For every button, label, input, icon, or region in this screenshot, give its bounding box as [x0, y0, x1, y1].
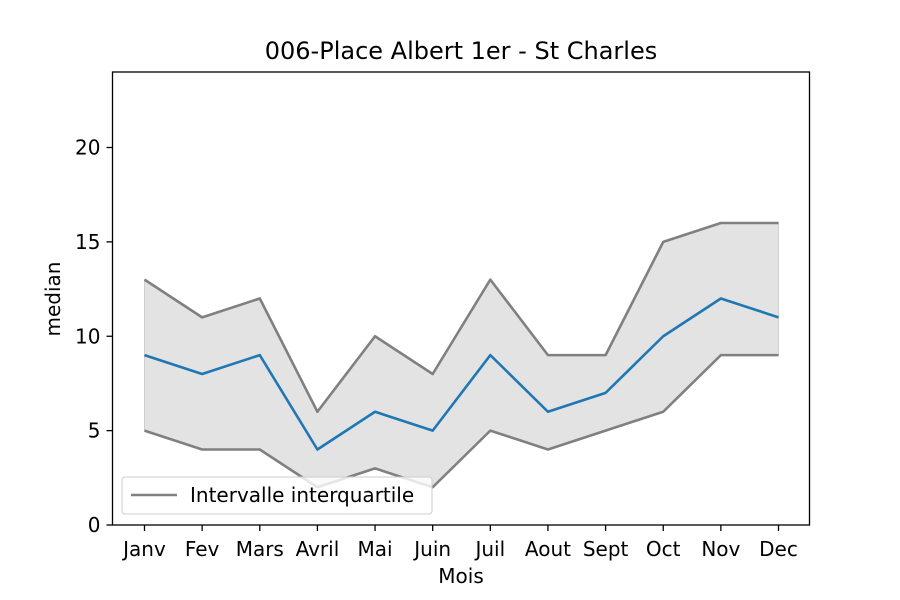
- median-line: [144, 297, 779, 451]
- x-tick-label: Mai: [358, 537, 393, 561]
- y-tick-label: 5: [88, 419, 101, 443]
- x-tick-label: Juil: [473, 537, 505, 561]
- x-tick-label: Mars: [236, 537, 284, 561]
- q1-line: [144, 353, 779, 489]
- y-tick-label: 15: [75, 230, 100, 254]
- x-tick-label: Fev: [185, 537, 220, 561]
- y-axis-ticks: 0 5 10 15 20: [75, 136, 113, 537]
- chart-title: 006-Place Albert 1er - St Charles: [265, 37, 657, 65]
- legend: Intervalle interquartile: [121, 476, 433, 515]
- y-tick-label: 0: [88, 513, 101, 537]
- series-lines: [143, 221, 779, 489]
- plot-frame: [111, 71, 811, 526]
- x-tick-label: Janv: [121, 537, 166, 561]
- x-axis-ticks: Janv Fev Mars Avril Mai Juin Juil Aout Sept Oct No…: [121, 525, 798, 561]
- q3-line: [143, 221, 779, 414]
- x-tick-label: Juin: [412, 537, 451, 561]
- y-axis-label: median: [41, 262, 65, 337]
- x-tick-label: Sept: [583, 537, 629, 561]
- x-tick-label: Avril: [296, 537, 340, 561]
- y-tick-label: 10: [75, 324, 100, 348]
- y-tick-label: 20: [75, 136, 100, 160]
- x-tick-label: Oct: [646, 537, 681, 561]
- legend-box: [121, 476, 433, 515]
- x-tick-label: Dec: [759, 537, 798, 561]
- legend-label: Intervalle interquartile: [190, 483, 414, 507]
- x-tick-label: Nov: [701, 537, 740, 561]
- x-tick-label: Aout: [525, 537, 571, 561]
- x-axis-label: Mois: [438, 564, 483, 588]
